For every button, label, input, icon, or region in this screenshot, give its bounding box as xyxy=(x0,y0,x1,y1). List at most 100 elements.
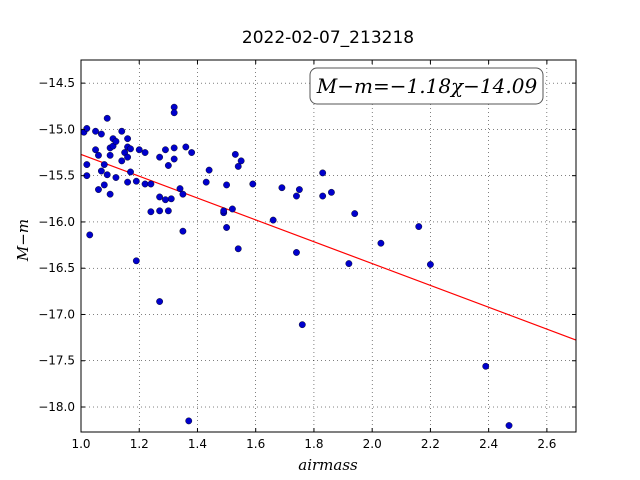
data-point xyxy=(106,190,114,198)
data-point xyxy=(162,196,169,204)
data-point xyxy=(223,181,230,189)
y-tick-label: −16.0 xyxy=(38,215,75,229)
data-point xyxy=(482,362,490,370)
x-tick-label: 1.6 xyxy=(246,437,265,451)
data-point xyxy=(103,171,111,179)
data-point xyxy=(95,151,102,159)
data-point xyxy=(147,180,155,188)
data-point xyxy=(132,257,140,265)
data-point xyxy=(179,190,187,198)
data-point xyxy=(92,146,99,154)
data-point xyxy=(249,180,257,188)
y-tick-label: −15.5 xyxy=(38,169,75,183)
data-point xyxy=(118,127,126,135)
data-point xyxy=(95,186,102,193)
y-tick-label: −16.5 xyxy=(38,261,75,275)
x-tick-label: 2.2 xyxy=(421,437,440,451)
data-point xyxy=(164,207,172,215)
data-point xyxy=(112,138,120,145)
data-point xyxy=(92,127,99,135)
x-tick-label: 1.4 xyxy=(188,437,207,451)
data-point xyxy=(269,216,277,224)
data-point xyxy=(231,150,239,158)
data-point xyxy=(100,181,108,189)
data-point xyxy=(170,109,178,117)
data-point xyxy=(86,231,94,239)
grid xyxy=(81,60,576,432)
data-point xyxy=(220,207,228,215)
data-point xyxy=(156,207,164,215)
plot-frame xyxy=(80,59,577,433)
data-point xyxy=(124,153,131,161)
fit-line xyxy=(80,153,577,341)
data-point xyxy=(205,166,213,174)
data-point xyxy=(293,249,300,256)
data-point xyxy=(156,298,164,305)
data-point xyxy=(319,192,327,200)
data-point xyxy=(415,223,423,230)
data-point xyxy=(185,417,193,425)
data-point xyxy=(234,163,242,170)
data-point xyxy=(127,145,134,153)
x-axis-label: airmass xyxy=(298,456,358,474)
y-tick-label: −17.5 xyxy=(38,354,75,368)
chart-title: 2022-02-07_213218 xyxy=(242,28,414,48)
x-tick-label: 1.8 xyxy=(304,437,323,451)
data-point xyxy=(234,245,242,253)
data-point xyxy=(295,186,303,193)
x-tick-label: 2.0 xyxy=(363,437,382,451)
data-point xyxy=(229,205,236,213)
data-points xyxy=(80,103,513,429)
data-point xyxy=(293,192,300,200)
data-point xyxy=(156,153,164,161)
y-axis-label: M−m xyxy=(14,219,32,262)
data-point xyxy=(345,260,353,267)
y-tick-label: −18.0 xyxy=(38,400,75,414)
data-point xyxy=(127,168,134,176)
y-tick-label: −17.0 xyxy=(38,307,75,321)
equation-box: M−m=−1.18χ−14.09 xyxy=(309,67,544,105)
data-point xyxy=(100,161,108,168)
data-point xyxy=(147,208,155,216)
data-point xyxy=(202,178,210,186)
data-point xyxy=(97,167,105,175)
data-point xyxy=(164,162,172,169)
x-tick-label: 1.2 xyxy=(130,437,149,451)
data-point xyxy=(298,321,306,329)
data-point xyxy=(278,184,286,192)
equation-text: M−m=−1.18χ−14.09 xyxy=(316,74,538,98)
data-point xyxy=(188,149,196,156)
data-point xyxy=(351,210,359,218)
data-point xyxy=(167,195,175,203)
data-point xyxy=(237,157,245,165)
data-point xyxy=(118,157,126,165)
data-point xyxy=(112,174,120,181)
data-point xyxy=(162,146,169,154)
data-point xyxy=(170,144,178,152)
data-point xyxy=(182,143,190,151)
data-point xyxy=(141,149,149,156)
data-point xyxy=(83,125,91,132)
data-point xyxy=(179,227,187,235)
data-point xyxy=(124,135,131,143)
data-point xyxy=(176,185,184,193)
x-tick-label: 2.4 xyxy=(479,437,498,451)
data-point xyxy=(156,193,164,201)
data-point xyxy=(505,422,513,429)
data-point xyxy=(223,224,230,231)
data-point xyxy=(132,177,140,185)
data-point xyxy=(319,169,327,177)
data-point xyxy=(377,239,385,247)
data-point xyxy=(135,146,143,154)
data-point xyxy=(427,261,434,268)
data-point xyxy=(106,151,114,159)
data-point xyxy=(124,178,131,186)
data-point xyxy=(97,130,105,138)
axis-ticks: 1.0 1.2 1.4 1.6 1.8 2.0 2.2 2.4 2.6 −14.5 −15.0 −15… xyxy=(38,60,576,451)
y-tick-label: −15.0 xyxy=(38,122,75,136)
x-tick-label: 1.0 xyxy=(71,437,90,451)
data-point xyxy=(103,114,111,122)
equation-box-frame xyxy=(309,67,544,105)
data-point xyxy=(141,180,149,188)
